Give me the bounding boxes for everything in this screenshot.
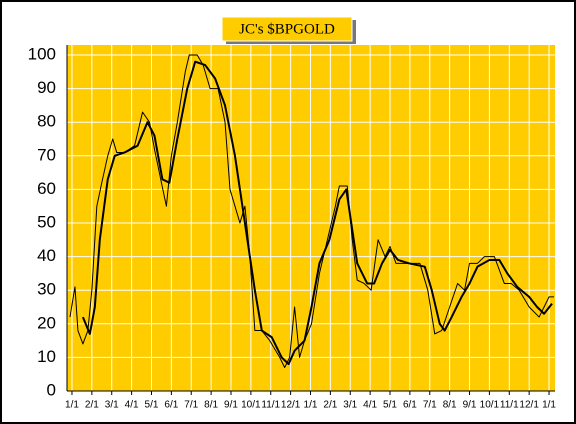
x-tick-label: 1/1 bbox=[304, 400, 318, 411]
x-tick-label: 11/1 bbox=[261, 400, 280, 411]
y-tick-label: 30 bbox=[37, 280, 56, 299]
x-tick-label: 10/1 bbox=[241, 400, 261, 411]
x-tick-label: 5/1 bbox=[383, 400, 397, 411]
x-tick-label: 6/1 bbox=[164, 400, 178, 411]
x-tick-label: 8/1 bbox=[443, 400, 457, 411]
chart-title: JC's $BPGOLD bbox=[239, 21, 335, 37]
x-tick-label: 12/1 bbox=[281, 400, 301, 411]
y-tick-label: 10 bbox=[37, 347, 56, 366]
data-line bbox=[81, 60, 553, 366]
x-tick-label: 7/1 bbox=[184, 400, 198, 411]
title-box bbox=[221, 16, 353, 42]
y-tick-label: 40 bbox=[37, 246, 56, 265]
y-tick-label: 90 bbox=[37, 78, 56, 97]
x-tick-label: 11/1 bbox=[500, 400, 519, 411]
x-tick-label: 3/1 bbox=[105, 400, 119, 411]
x-tick-label: 4/1 bbox=[125, 400, 139, 411]
y-tick-label: 0 bbox=[47, 380, 56, 399]
x-tick-label: 8/1 bbox=[204, 400, 218, 411]
y-tick-label: 50 bbox=[37, 212, 56, 231]
x-tick-label: 1/1 bbox=[542, 400, 556, 411]
y-tick-label: 70 bbox=[37, 145, 56, 164]
y-tick-label: 60 bbox=[37, 179, 56, 198]
x-tick-label: 12/1 bbox=[519, 400, 539, 411]
x-tick-label: 9/1 bbox=[463, 400, 477, 411]
x-tick-label: 2/1 bbox=[85, 400, 99, 411]
x-tick-label: 1/1 bbox=[65, 400, 79, 411]
y-tick-label: 20 bbox=[37, 313, 56, 332]
data-line bbox=[69, 54, 555, 368]
x-tick-label: 7/1 bbox=[423, 400, 437, 411]
y-tick-label: 80 bbox=[37, 112, 56, 131]
x-tick-label: 9/1 bbox=[224, 400, 238, 411]
x-tick-label: 2/1 bbox=[323, 400, 337, 411]
x-tick-label: 4/1 bbox=[363, 400, 377, 411]
x-tick-label: 10/1 bbox=[480, 400, 500, 411]
x-tick-label: 5/1 bbox=[145, 400, 159, 411]
y-tick-label: 100 bbox=[28, 44, 56, 63]
x-tick-label: 6/1 bbox=[403, 400, 417, 411]
x-tick-label: 3/1 bbox=[343, 400, 357, 411]
